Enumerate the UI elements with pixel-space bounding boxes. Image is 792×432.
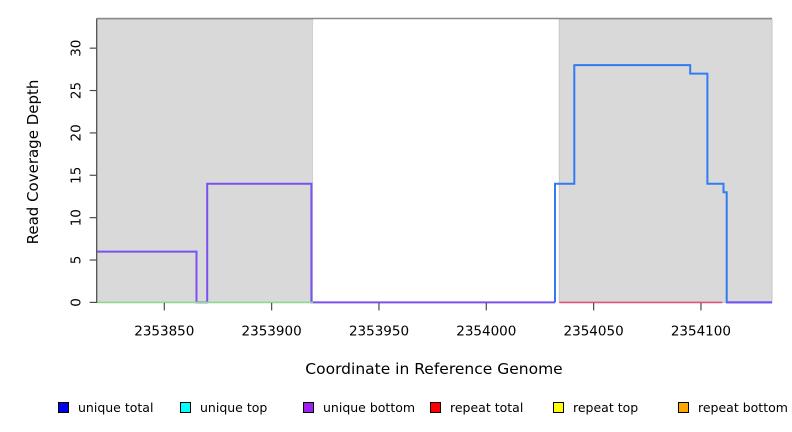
- legend-item-repeat-bottom: repeat bottom: [678, 399, 788, 415]
- legend-swatch-icon: [553, 401, 564, 413]
- plot-canvas: 0 5 10 15 20 25 30 2353850 2353900 2353950 2354000…: [69, 17, 773, 339]
- unique-region-middle: [313, 19, 560, 303]
- y-tick-label: 0: [69, 298, 85, 307]
- legend-label: unique top: [200, 399, 268, 415]
- repeat-region-left: [96, 18, 314, 303]
- legend-label: repeat bottom: [698, 399, 788, 415]
- legend-swatch-icon: [430, 401, 441, 413]
- legend-item-repeat-total: repeat total: [430, 399, 524, 415]
- y-tick-label: 5: [69, 256, 85, 265]
- x-axis-title: Coordinate in Reference Genome: [305, 360, 563, 378]
- y-tick-label: 25: [69, 82, 85, 99]
- legend: unique total unique top unique bottom repea…: [0, 400, 792, 420]
- legend-item-unique-total: unique total: [58, 399, 154, 415]
- legend-item-repeat-top: repeat top: [553, 399, 639, 415]
- x-tick-label: 2354100: [671, 323, 731, 339]
- series-unique-total-right-region-: [554, 64, 772, 304]
- x-tick-label: 2353850: [134, 323, 194, 339]
- series-unique-bottom-left-region-: [96, 182, 555, 304]
- y-tick-label: 20: [69, 124, 85, 141]
- legend-swatch-icon: [303, 401, 314, 413]
- y-axis-title: Read Coverage Depth: [24, 79, 42, 245]
- legend-swatch-icon: [58, 401, 69, 413]
- legend-swatch-icon: [180, 401, 191, 413]
- y-tick-label: 30: [69, 40, 85, 57]
- repeat-region-right: [558, 18, 773, 303]
- legend-label: unique total: [78, 399, 154, 415]
- y-tick-label: 15: [69, 167, 85, 184]
- x-tick-label: 2353950: [349, 323, 409, 339]
- x-tick-label: 2354000: [456, 323, 516, 339]
- legend-item-unique-bottom: unique bottom: [303, 399, 416, 415]
- y-tick-label: 10: [69, 209, 85, 226]
- legend-label: repeat top: [573, 399, 639, 415]
- legend-swatch-icon: [678, 401, 689, 413]
- x-tick-label: 2354050: [564, 323, 624, 339]
- legend-label: repeat total: [450, 399, 524, 415]
- legend-label: unique bottom: [323, 399, 416, 415]
- x-tick-label: 2353900: [242, 323, 302, 339]
- legend-item-unique-top: unique top: [180, 399, 268, 415]
